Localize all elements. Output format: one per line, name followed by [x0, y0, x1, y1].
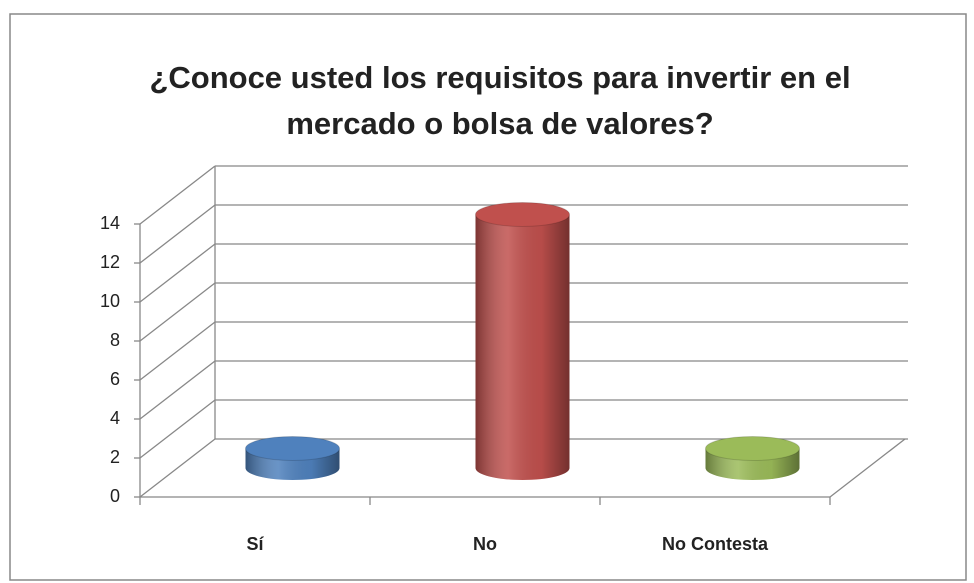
x-tick-label: No [473, 534, 497, 554]
y-tick-label: 12 [100, 252, 120, 272]
grid-line-side [139, 438, 216, 498]
y-tick-label: 6 [110, 369, 120, 389]
y-tick-label: 14 [100, 213, 120, 233]
x-tick-label: Sí [246, 534, 264, 554]
bar [245, 436, 340, 480]
bar [475, 202, 570, 480]
grid-line-side [139, 282, 216, 342]
chart-title: ¿Conoce usted los requisitos para invert… [149, 60, 851, 141]
grid-line-side [139, 243, 216, 303]
grid-line-side [139, 399, 216, 459]
grid-line-side [139, 321, 216, 381]
bar-top [245, 436, 340, 461]
bar-shade [475, 214, 570, 480]
y-tick-label: 2 [110, 447, 120, 467]
y-tick-label: 10 [100, 291, 120, 311]
frame [9, 13, 967, 581]
x-tick-label: No Contesta [662, 534, 769, 554]
y-tick-label: 8 [110, 330, 120, 350]
bar-top [475, 202, 570, 227]
grid-line-side [139, 204, 216, 264]
y-tick-label: 4 [110, 408, 120, 428]
grid-line-side [139, 165, 216, 225]
floor-right [829, 438, 906, 498]
bar [705, 436, 800, 480]
bar-top [705, 436, 800, 461]
y-tick-label: 0 [110, 486, 120, 506]
grid-line-side [139, 360, 216, 420]
